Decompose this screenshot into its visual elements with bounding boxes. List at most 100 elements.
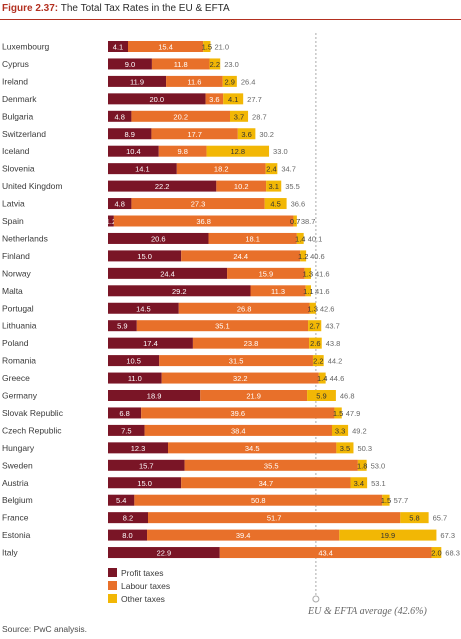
segment-value-label: 1.5 xyxy=(202,43,212,52)
segment-value-label: 18.1 xyxy=(245,234,260,243)
total-value-label: 50.3 xyxy=(357,444,372,453)
total-value-label: 49.2 xyxy=(352,426,367,435)
segment-value-label: 32.2 xyxy=(233,374,248,383)
segment-value-label: 1.1 xyxy=(303,287,313,296)
segment-value-label: 8.9 xyxy=(124,130,134,139)
segment-value-label: 51.7 xyxy=(267,514,282,523)
segment-value-label: 29.2 xyxy=(172,287,187,296)
bar-segment-labour xyxy=(136,320,309,332)
bar-segment-profit xyxy=(108,407,142,419)
bar-segment-profit xyxy=(108,547,220,559)
segment-value-label: 11.9 xyxy=(130,77,144,86)
bar-segment-other xyxy=(304,267,312,279)
bar-segment-profit xyxy=(108,250,182,262)
bar-segment-profit xyxy=(108,320,137,332)
segment-value-label: 2.0 xyxy=(431,549,441,558)
bar-segment-other xyxy=(203,41,211,52)
category-label: Italy xyxy=(2,548,18,558)
bar-segment-labour xyxy=(134,494,383,506)
segment-value-label: 12.3 xyxy=(131,444,146,453)
segment-value-label: 15.0 xyxy=(137,252,152,261)
bar-segment-other xyxy=(309,302,316,314)
bar-segment-profit xyxy=(108,337,193,349)
segment-value-label: 27.3 xyxy=(191,200,206,209)
bar-segment-labour xyxy=(219,547,432,559)
bar-segment-profit xyxy=(108,512,149,524)
bar-segment-profit xyxy=(108,442,169,454)
segment-value-label: 35.5 xyxy=(264,461,279,470)
bar-segment-other xyxy=(308,320,322,332)
category-label: Germany xyxy=(2,391,38,401)
total-value-label: 44.6 xyxy=(330,374,345,383)
bar-segment-other xyxy=(209,58,221,70)
bar-segment-labour xyxy=(181,477,351,489)
segment-value-label: 3.4 xyxy=(354,479,364,488)
bar-segment-labour xyxy=(128,41,204,52)
bar-segment-profit xyxy=(108,459,185,471)
segment-value-label: 1.5 xyxy=(381,496,391,505)
segment-value-label: 34.7 xyxy=(259,479,274,488)
bar-segment-other xyxy=(266,180,282,192)
bar-segment-labour xyxy=(159,355,313,367)
figure-title: Figure 2.37: The Total Tax Rates in the … xyxy=(2,3,230,14)
segment-value-label: 3.3 xyxy=(335,426,345,435)
bar-segment-labour xyxy=(131,198,265,210)
category-label: Norway xyxy=(2,268,32,278)
bar-segment-labour xyxy=(141,407,335,419)
bar-segment-profit xyxy=(108,180,217,192)
total-value-label: 23.0 xyxy=(224,60,239,69)
segment-value-label: 3.6 xyxy=(209,95,219,104)
segment-value-label: 2.9 xyxy=(225,77,235,86)
segment-value-label: 4.1 xyxy=(228,95,238,104)
segment-value-label: 17.4 xyxy=(143,339,158,348)
segment-value-label: 38.4 xyxy=(231,426,246,435)
segment-value-label: 11.3 xyxy=(271,287,285,296)
total-value-label: 40.1 xyxy=(308,234,323,243)
total-value-label: 47.9 xyxy=(346,409,361,418)
category-label: Netherlands xyxy=(2,233,48,243)
category-label: Latvia xyxy=(2,199,25,209)
bar-segment-profit xyxy=(108,215,114,227)
segment-value-label: 2.6 xyxy=(310,339,320,348)
segment-value-label: 1.3 xyxy=(307,304,317,313)
segment-value-label: 20.0 xyxy=(149,95,164,104)
bar-segment-other xyxy=(293,215,297,227)
bar-segment-profit xyxy=(108,390,201,401)
bar-segment-labour xyxy=(208,232,297,244)
figure-title-text: The Total Tax Rates in the EU & EFTA xyxy=(60,3,230,14)
total-value-label: 36.6 xyxy=(291,200,306,209)
category-label: Austria xyxy=(2,478,29,488)
category-label: Slovenia xyxy=(2,164,35,174)
segment-value-label: 5.4 xyxy=(116,496,126,505)
bar-segment-other xyxy=(334,407,342,419)
segment-value-label: 4.1 xyxy=(113,43,123,52)
category-label: France xyxy=(2,513,29,523)
bar-segment-labour xyxy=(200,390,308,401)
segment-value-label: 18.9 xyxy=(147,392,162,401)
bar-segment-profit xyxy=(108,93,206,105)
bar-segment-labour xyxy=(131,110,230,122)
bar-segment-other xyxy=(312,355,324,367)
bar-segment-labour xyxy=(216,180,267,192)
bar-segment-profit xyxy=(108,58,152,70)
total-value-label: 26.4 xyxy=(241,77,256,86)
bar-segment-labour xyxy=(250,285,306,297)
segment-value-label: 43.4 xyxy=(318,549,333,558)
bar-segment-profit xyxy=(108,424,145,436)
segment-value-label: 19.9 xyxy=(381,531,396,540)
bar-segment-profit xyxy=(108,198,132,210)
total-value-label: 43.8 xyxy=(326,339,341,348)
total-value-label: 41.6 xyxy=(315,269,330,278)
total-value-label: 30.2 xyxy=(259,130,274,139)
segment-value-label: 5.8 xyxy=(409,514,419,523)
segment-value-label: 22.9 xyxy=(157,549,172,558)
bar-segment-other xyxy=(382,494,390,506)
segment-value-label: 18.2 xyxy=(214,165,229,174)
bar-segment-other xyxy=(339,529,437,541)
total-value-label: 33.0 xyxy=(273,147,288,156)
bar-segment-profit xyxy=(108,302,179,314)
bar-segment-profit xyxy=(108,355,160,367)
segment-value-label: 1.5 xyxy=(333,409,343,418)
bar-segment-other xyxy=(305,285,312,297)
